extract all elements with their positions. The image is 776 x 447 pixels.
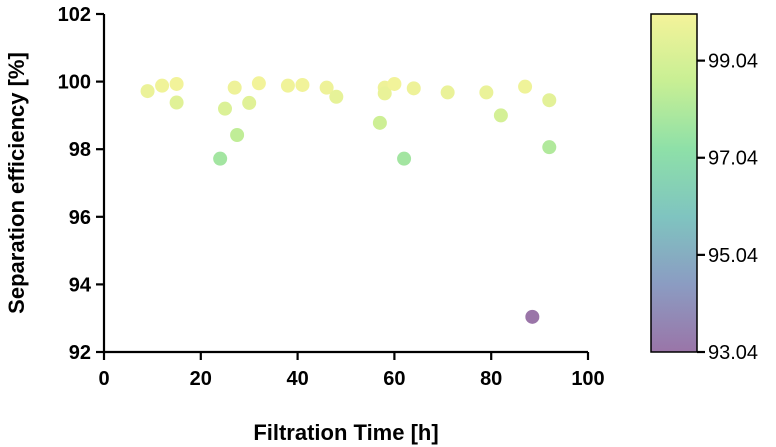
x-tick-label: 40 [286, 368, 308, 390]
colorbar-tick-label: 93.04 [708, 342, 758, 364]
data-point [397, 151, 412, 166]
colorbar-gradient [650, 13, 698, 353]
data-point [140, 84, 155, 99]
data-point [542, 93, 557, 108]
colorbar-tick-label: 95.04 [708, 245, 758, 267]
x-axis-title: Filtration Time [h] [253, 420, 438, 445]
y-axis-title: Separation efficiency [%] [4, 52, 29, 314]
x-ticks: 0 20 40 60 80 100 [98, 352, 605, 390]
data-point [406, 81, 421, 96]
y-tick-label: 92 [69, 342, 91, 364]
colorbar-tick-label: 99.04 [708, 51, 758, 73]
colorbar-ticks: 99.04 97.04 95.04 93.04 [697, 51, 758, 364]
data-point [227, 80, 242, 95]
data-point [387, 76, 402, 91]
data-point [169, 76, 184, 91]
data-point [525, 309, 540, 324]
data-point [542, 140, 557, 155]
y-tick-label: 102 [58, 4, 91, 26]
y-tick-label: 94 [69, 274, 92, 296]
data-point [319, 80, 334, 95]
data-point [280, 78, 295, 93]
data-point [213, 151, 228, 166]
x-tick-label: 20 [190, 368, 212, 390]
x-tick-label: 0 [98, 368, 109, 390]
x-tick-label: 80 [480, 368, 502, 390]
y-tick-label: 100 [58, 72, 91, 94]
colorbar-tick-label: 97.04 [708, 148, 758, 170]
data-point [440, 85, 455, 100]
data-point [218, 101, 232, 116]
data-point [479, 85, 494, 100]
plot-area: 92 94 96 98 100 102 0 20 40 60 80 100 [58, 4, 605, 390]
data-point [169, 95, 184, 110]
y-tick-label: 96 [69, 207, 91, 229]
y-ticks: 92 94 96 98 100 102 [58, 4, 104, 364]
x-tick-label: 60 [383, 368, 405, 390]
data-point [329, 89, 344, 104]
x-tick-label: 100 [571, 368, 604, 390]
data-point [251, 76, 266, 91]
data-point [493, 108, 508, 123]
y-tick-label: 98 [69, 139, 91, 161]
data-point [155, 78, 170, 93]
colorbar: 99.04 97.04 95.04 93.04 [650, 13, 758, 364]
data-point [295, 77, 310, 92]
data-point [377, 86, 392, 101]
data-point [242, 95, 257, 110]
data-point [518, 79, 533, 94]
data-point [230, 128, 245, 143]
data-points [140, 76, 557, 324]
data-point [372, 115, 387, 130]
